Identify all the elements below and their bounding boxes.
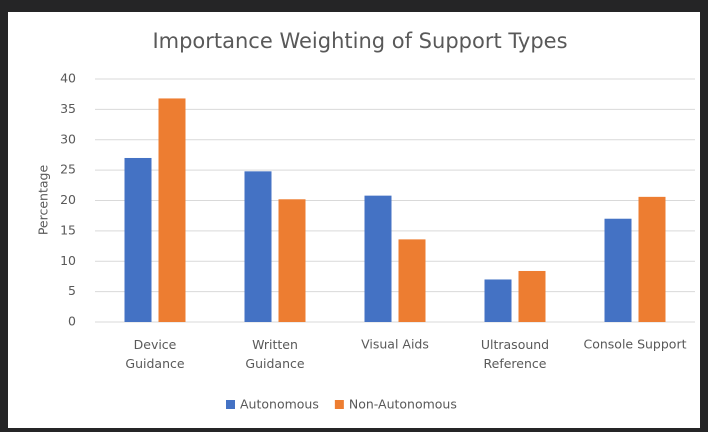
x-tick-label: Console Support: [583, 337, 686, 352]
bar: [518, 270, 546, 322]
bar: [638, 196, 666, 322]
bar: [484, 279, 512, 322]
chart-title: Importance Weighting of Support Types: [152, 29, 567, 53]
legend-label: Non-Autonomous: [349, 397, 457, 412]
x-tick-label: Device Guidance: [125, 337, 184, 371]
x-tick-label: Ultrasound Reference: [481, 337, 549, 371]
legend-swatch: [226, 400, 235, 409]
x-tick-label: Written Guidance: [245, 337, 304, 371]
bar: [604, 218, 632, 322]
y-tick-label: 40: [60, 71, 76, 86]
y-tick-label: 15: [60, 222, 76, 237]
y-tick-label: 10: [60, 253, 76, 268]
y-tick-label: 25: [60, 162, 76, 177]
legend-label: Autonomous: [240, 397, 319, 412]
y-tick-label: 5: [68, 283, 76, 298]
bar: [398, 239, 426, 322]
x-tick-label: Visual Aids: [361, 337, 429, 352]
y-tick-label: 35: [60, 101, 76, 116]
y-tick-label: 20: [60, 192, 76, 207]
legend-swatch: [334, 400, 344, 409]
chart-background: [8, 12, 700, 428]
bar: [158, 98, 186, 322]
y-tick-label: 0: [68, 314, 76, 329]
y-tick-label: 30: [60, 131, 76, 146]
bar: [278, 199, 306, 322]
bar: [244, 171, 272, 322]
bar: [124, 157, 152, 322]
y-axis-label: Percentage: [36, 165, 51, 236]
bar: [364, 195, 392, 322]
